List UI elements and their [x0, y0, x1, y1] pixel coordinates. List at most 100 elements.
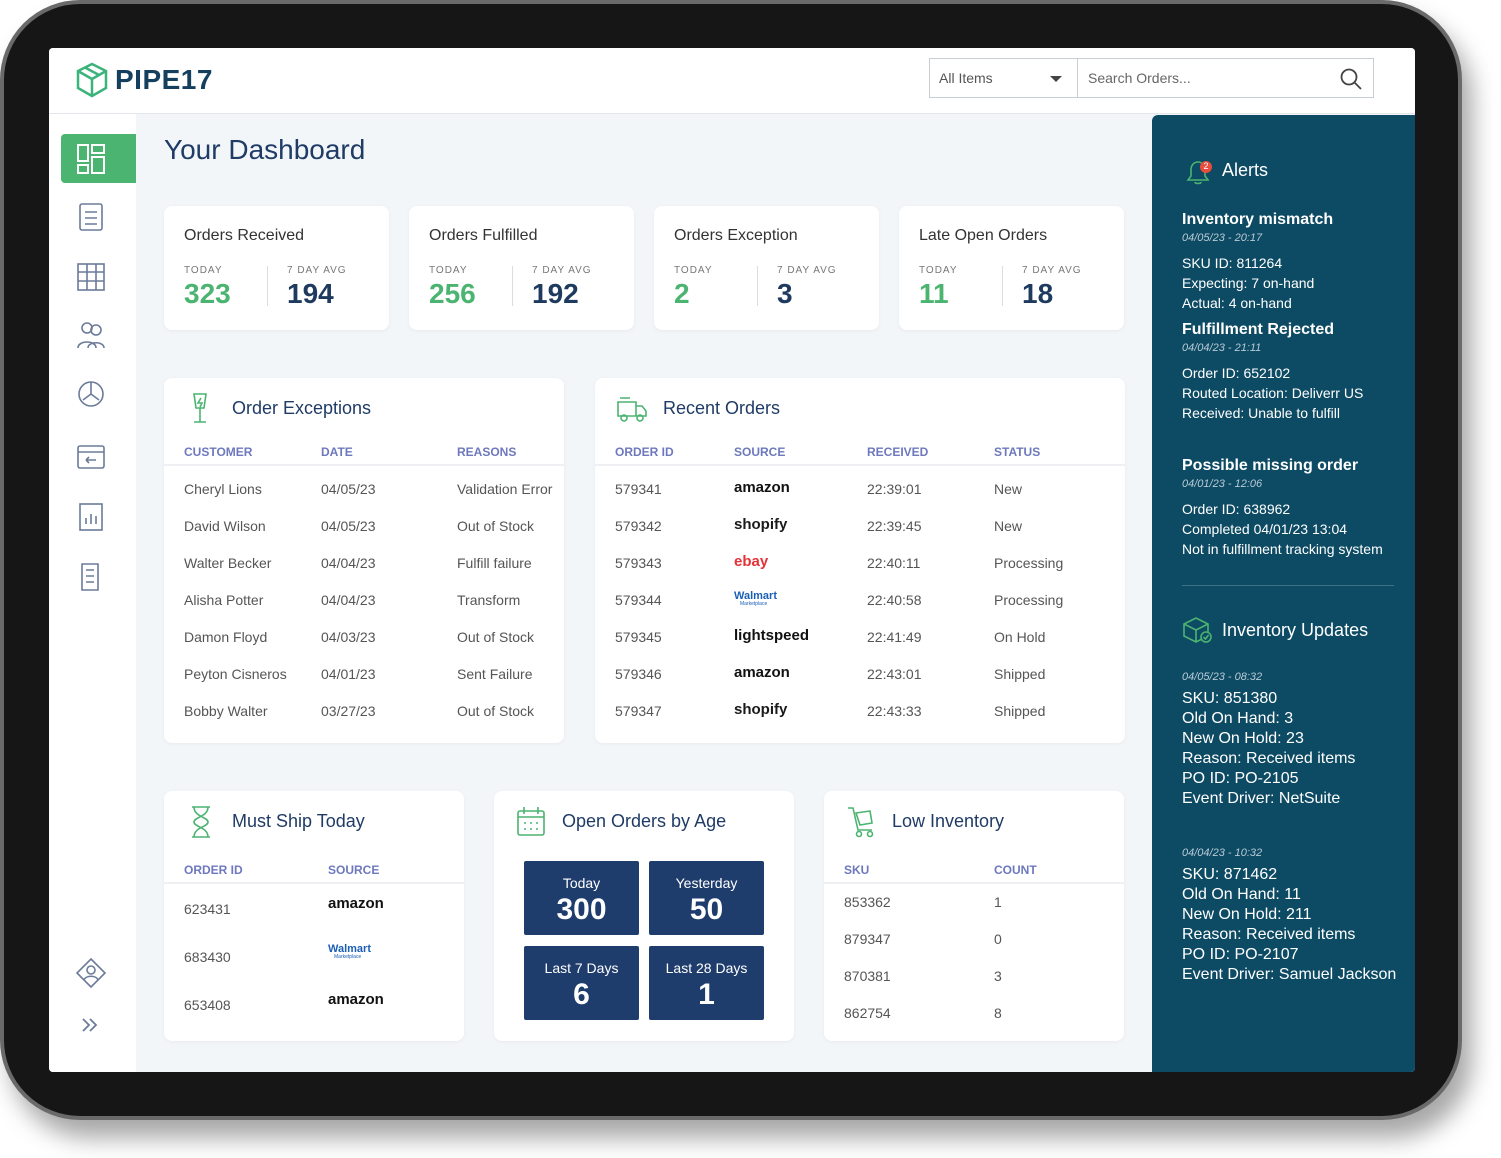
cell: 3: [994, 968, 1002, 984]
cell: 04/05/23: [321, 518, 376, 534]
source-logo: Walmart Marketplace: [734, 591, 777, 607]
update-line: New On Hold: 23: [1182, 730, 1304, 747]
stat-label: 7 DAY AVG: [532, 265, 592, 276]
stat-today: 2: [674, 278, 690, 309]
cell: 579341: [615, 481, 662, 497]
update-line: Reason: Received items: [1182, 750, 1356, 767]
search-box[interactable]: Search Orders...: [1077, 58, 1374, 98]
stat-avg: 18: [1022, 278, 1054, 309]
age-tile[interactable]: Yesterday 50: [649, 861, 764, 935]
low-inventory: Low Inventory SKU COUNT 853362 1 879347 0 87038…: [824, 791, 1124, 1041]
stat-label: TODAY: [429, 265, 468, 276]
cell: 22:39:45: [867, 518, 922, 534]
nav-icons[interactable]: [77, 202, 107, 602]
cell: 579345: [615, 629, 662, 645]
sidebar: [49, 114, 136, 1072]
card-title: Order Exceptions: [232, 398, 372, 418]
spacer: [1182, 423, 1402, 431]
alerts-list: Inventory mismatch 04/05/23 - 20:17 SKU ID…: [1182, 211, 1402, 567]
column-header: SOURCE: [734, 445, 786, 459]
update-line: Old On Hand: 11: [1182, 886, 1301, 903]
cell: Alisha Potter: [184, 592, 264, 608]
alert-time: 04/04/23 - 21:11: [1182, 342, 1262, 354]
order-exceptions: Order Exceptions CUSTOMER DATE REASONS Chery…: [164, 378, 564, 743]
source-name: amazon: [734, 664, 790, 681]
source-name: ebay: [734, 553, 769, 570]
stat-card: Orders Fulfilled TODAY 256 7 DAY AVG 192: [409, 206, 634, 330]
update-time: 04/05/23 - 08:32: [1182, 671, 1263, 683]
cell: 579344: [615, 592, 662, 608]
alert-line: Completed 04/01/23 13:04: [1182, 521, 1348, 537]
cell: New: [994, 481, 1023, 497]
source-logo: shopify: [734, 702, 787, 717]
card-icon: [848, 807, 874, 838]
tile-value: 50: [689, 893, 724, 926]
stat-label: TODAY: [674, 265, 713, 276]
search-icon[interactable]: [1340, 68, 1362, 90]
card-icon: [517, 807, 545, 836]
alert-time: 04/01/23 - 12:06: [1182, 478, 1263, 490]
stat-label: TODAY: [184, 265, 223, 276]
tile-value: 1: [698, 978, 715, 1011]
column-header: SKU: [844, 863, 870, 877]
cell: 22:40:58: [867, 592, 922, 608]
update-line: SKU: 871462: [1182, 866, 1278, 883]
must-ship: Must Ship Today ORDER ID SOURCE 623431 amazo…: [164, 791, 464, 1041]
inventory-list: 04/05/23 - 08:32 SKU: 851380 Old On Hand: …: [1182, 671, 1412, 985]
stat-title: Orders Exception: [674, 227, 798, 244]
cell: New: [994, 518, 1023, 534]
stat-divider: [267, 266, 268, 306]
alert-line: Not in fulfillment tracking system: [1182, 541, 1383, 557]
alert-line: Received: Unable to fulfill: [1182, 405, 1340, 421]
alert-line: Order ID: 638962: [1182, 501, 1291, 517]
age-tile[interactable]: Last 7 Days 6: [524, 946, 639, 1020]
update-line: Event Driver: Samuel Jackson: [1182, 966, 1397, 983]
cell: Bobby Walter: [184, 703, 268, 719]
nav-icon: [77, 144, 105, 174]
divider: [1182, 585, 1394, 586]
filter-dropdown[interactable]: All Items: [929, 58, 1078, 98]
stat-label: 7 DAY AVG: [287, 265, 347, 276]
cell: 579343: [615, 555, 662, 571]
spacer: [1182, 313, 1402, 321]
stat-avg: 3: [777, 278, 793, 309]
column-header: COUNT: [994, 863, 1037, 877]
age-tile[interactable]: Last 28 Days 1: [649, 946, 764, 1020]
cell: 579342: [615, 518, 662, 534]
source-name: amazon: [734, 479, 790, 496]
nav-dashboard[interactable]: [61, 134, 136, 183]
nav-expand[interactable]: [81, 1018, 99, 1032]
update-line: PO ID: PO-2105: [1182, 770, 1299, 787]
cell: 04/03/23: [321, 629, 376, 645]
stat-today: 11: [919, 278, 949, 309]
card-title: Must Ship Today: [232, 811, 365, 831]
age-tile[interactable]: Today 300: [524, 861, 639, 935]
search-placeholder: Search Orders...: [1088, 70, 1191, 86]
alert-title: Possible missing order: [1182, 457, 1359, 474]
tile-label: Today: [562, 875, 601, 891]
cell: Walter Becker: [184, 555, 272, 571]
bell-icon: [1186, 161, 1212, 185]
cell: 579346: [615, 666, 662, 682]
nav-account[interactable]: [75, 958, 107, 988]
tile-label: Last 28 Days: [665, 960, 748, 976]
update-line: New On Hold: 211: [1182, 906, 1312, 923]
cell: 22:39:01: [867, 481, 922, 497]
source-logo: ebay: [734, 554, 768, 569]
stat-title: Orders Fulfilled: [429, 227, 538, 244]
cell: 22:43:33: [867, 703, 922, 719]
update-line: Old On Hand: 3: [1182, 710, 1294, 727]
stat-today: 256: [429, 278, 476, 309]
cell: 22:40:11: [867, 555, 921, 571]
main: Orders Received TODAY 323 7 DAY AVG 194 Order…: [49, 48, 1415, 1072]
cell: 653408: [184, 997, 231, 1013]
source-sub: Marketplace: [334, 954, 362, 960]
column-header: ORDER ID: [184, 863, 243, 877]
header: PIPE17 All Items Search Orders...: [49, 48, 1415, 114]
source-logo: shopify: [734, 517, 787, 532]
update-line: Event Driver: NetSuite: [1182, 790, 1341, 807]
cell: 04/01/23: [321, 666, 376, 682]
stat-card: Orders Received TODAY 323 7 DAY AVG 194: [164, 206, 389, 330]
alert-badge: 2: [1203, 161, 1209, 171]
